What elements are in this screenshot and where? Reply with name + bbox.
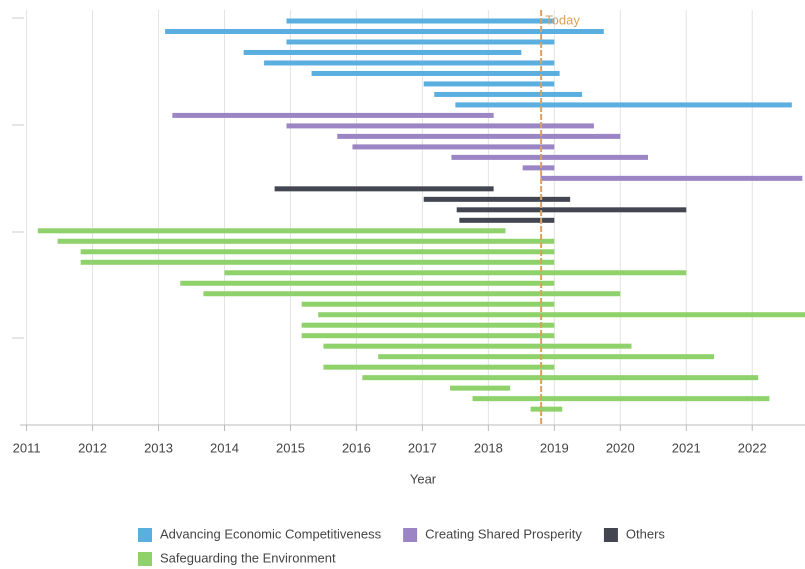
bar [337, 133, 621, 139]
bar [311, 70, 560, 76]
bar [286, 123, 594, 129]
bar [423, 196, 571, 202]
bar [423, 81, 555, 87]
x-tick-label: 2011 [13, 440, 41, 455]
x-tick-label: 2021 [672, 440, 701, 455]
bar [286, 39, 555, 45]
bar [80, 249, 555, 255]
x-tick-label: 2022 [738, 440, 767, 455]
bar [530, 406, 563, 412]
bar [80, 259, 555, 265]
bar [318, 312, 805, 318]
bar [57, 238, 555, 244]
bar [165, 28, 604, 34]
legend-label: Creating Shared Prosperity [425, 526, 582, 541]
x-tick-label: 2014 [210, 440, 239, 455]
bar [323, 364, 555, 370]
bar [434, 91, 583, 97]
bar [264, 60, 555, 66]
bar [472, 396, 770, 402]
bar [540, 175, 803, 181]
x-tick-label: 2012 [78, 440, 107, 455]
legend-label: Others [626, 526, 666, 541]
x-axis-label: Year [410, 471, 437, 486]
x-tick-label: 2015 [276, 440, 305, 455]
bar [301, 322, 555, 328]
legend-swatch [138, 552, 152, 566]
legend-swatch [138, 528, 152, 542]
bar [362, 375, 759, 381]
bar [378, 354, 714, 360]
legend-swatch [403, 528, 418, 542]
bar [455, 102, 792, 108]
bar [456, 207, 687, 213]
bar [243, 49, 522, 55]
legend-swatch [603, 528, 618, 542]
legend-label: Safeguarding the Environment [160, 550, 336, 565]
x-tick-label: 2018 [474, 440, 503, 455]
bar [203, 291, 621, 297]
x-tick-label: 2020 [606, 440, 635, 455]
bar [522, 165, 555, 171]
bar [301, 333, 555, 339]
bar [274, 186, 494, 192]
today-label: Today [545, 12, 580, 27]
bar [459, 217, 555, 223]
bar [301, 301, 555, 307]
x-tick-label: 2017 [408, 440, 437, 455]
bar [352, 144, 555, 150]
x-tick-label: 2016 [342, 440, 371, 455]
bar [451, 154, 648, 160]
x-tick-label: 2013 [144, 440, 173, 455]
bar [323, 343, 632, 349]
bar [37, 228, 506, 234]
bar [224, 270, 687, 276]
bar [180, 280, 555, 286]
bar [286, 18, 555, 24]
bar [450, 385, 511, 391]
bar [172, 112, 494, 118]
legend-label: Advancing Economic Competitiveness [160, 526, 382, 541]
x-tick-label: 2019 [540, 440, 569, 455]
